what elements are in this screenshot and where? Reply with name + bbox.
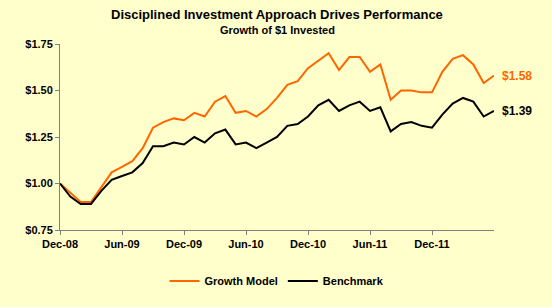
- svg-text:Dec-08: Dec-08: [42, 238, 78, 250]
- svg-text:$1.39: $1.39: [502, 104, 532, 118]
- svg-text:Dec-09: Dec-09: [166, 238, 202, 250]
- svg-text:Dec-10: Dec-10: [290, 238, 326, 250]
- svg-text:$0.75: $0.75: [25, 224, 53, 236]
- svg-text:Jun-11: Jun-11: [353, 238, 388, 250]
- svg-text:Growth Model: Growth Model: [205, 275, 278, 287]
- svg-text:Growth of $1 Invested: Growth of $1 Invested: [220, 24, 335, 36]
- svg-text:Jun-10: Jun-10: [228, 238, 263, 250]
- svg-text:$1.25: $1.25: [25, 131, 53, 143]
- svg-text:$1.50: $1.50: [25, 84, 53, 96]
- svg-text:Benchmark: Benchmark: [323, 275, 384, 287]
- svg-text:Disciplined Investment Approac: Disciplined Investment Approach Drives P…: [111, 7, 443, 22]
- svg-text:Jun-09: Jun-09: [104, 238, 139, 250]
- svg-text:Dec-11: Dec-11: [414, 238, 449, 250]
- svg-text:$1.75: $1.75: [25, 38, 53, 50]
- svg-text:$1.58: $1.58: [502, 69, 532, 83]
- svg-text:$1.00: $1.00: [25, 177, 53, 189]
